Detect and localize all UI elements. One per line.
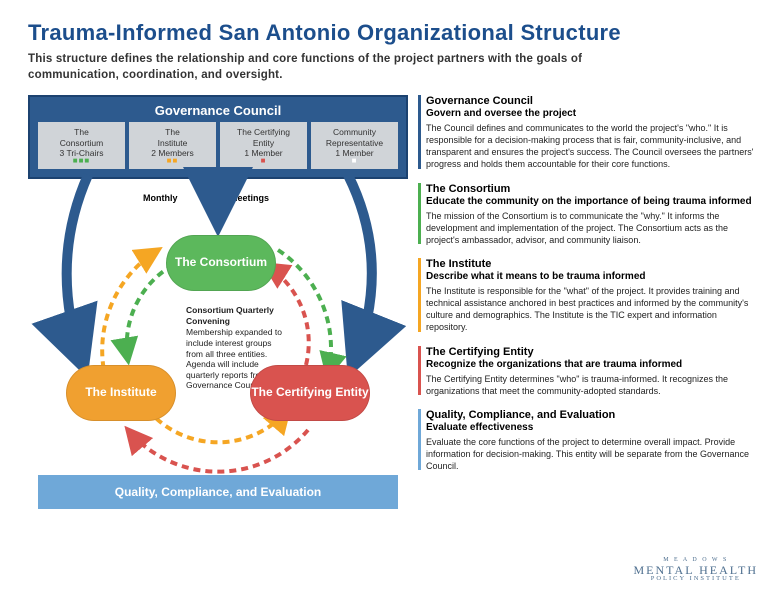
node-certifying: The Certifying Entity [250, 365, 370, 421]
desc-2: The InstituteDescribe what it means to b… [418, 258, 754, 334]
gov-cell-1: TheInstitute2 Members■■ [129, 122, 216, 169]
node-institute: The Institute [66, 365, 176, 421]
gov-cell-0: TheConsortium3 Tri-Chairs■■■ [38, 122, 125, 169]
qce-bar: Quality, Compliance, and Evaluation [38, 475, 398, 509]
gov-cell-2: The CertifyingEntity1 Member■ [220, 122, 307, 169]
logo: M E A D O W S MENTAL HEALTH POLICY INSTI… [634, 557, 758, 583]
desc-0: Governance CouncilGovern and oversee the… [418, 95, 754, 171]
desc-3: The Certifying EntityRecognize the organ… [418, 346, 754, 397]
desc-1: The ConsortiumEducate the community on t… [418, 183, 754, 246]
descriptions-sidebar: Governance CouncilGovern and oversee the… [408, 95, 754, 525]
desc-4: Quality, Compliance, and EvaluationEvalu… [418, 409, 754, 472]
node-consortium: The Consortium [166, 235, 276, 291]
governance-title: Governance Council [38, 103, 398, 118]
org-diagram: Governance Council TheConsortium3 Tri-Ch… [28, 95, 408, 525]
page-title: Trauma-Informed San Antonio Organization… [28, 20, 754, 46]
gov-cell-3: CommunityRepresentative1 Member■ [311, 122, 398, 169]
page-subtitle: This structure defines the relationship … [28, 52, 648, 83]
